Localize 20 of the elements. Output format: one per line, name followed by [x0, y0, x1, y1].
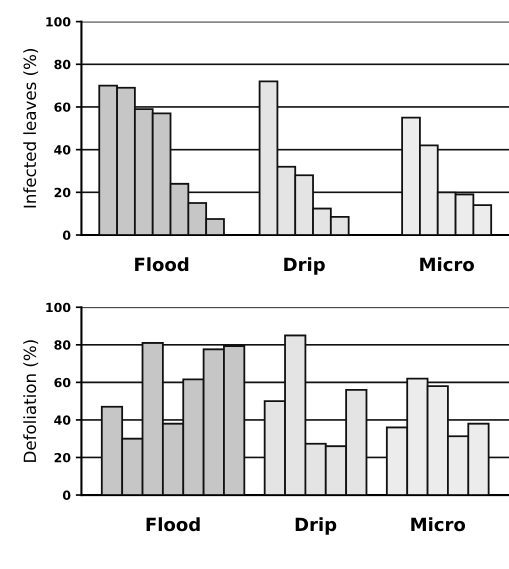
- y-tick-label: 60: [54, 102, 70, 112]
- x-tick-label: Drip: [284, 257, 325, 275]
- y-tick-label: 0: [62, 490, 70, 500]
- x-tick-label: Flood: [135, 257, 188, 272]
- y-axis-title: Infected leaves (%): [23, 49, 38, 208]
- y-tick-label: 20: [54, 188, 70, 198]
- y-tick-label: 40: [54, 145, 70, 155]
- x-tick-label: Drip: [296, 517, 336, 535]
- x-tick-label: Micro: [420, 257, 474, 272]
- y-axis-title: Defoliation (%): [23, 340, 38, 462]
- y-tick-label: 40: [54, 415, 70, 425]
- x-tick-label: Flood: [146, 517, 200, 532]
- y-tick-label: 100: [46, 17, 70, 27]
- y-tick-label: 20: [54, 452, 70, 462]
- y-tick-label: 100: [46, 302, 70, 312]
- x-tick-label: Micro: [411, 517, 466, 532]
- y-tick-label: 80: [54, 340, 70, 350]
- y-tick-label: 0: [62, 230, 70, 240]
- y-tick-label: 80: [54, 60, 70, 70]
- y-tick-label: 60: [54, 378, 70, 388]
